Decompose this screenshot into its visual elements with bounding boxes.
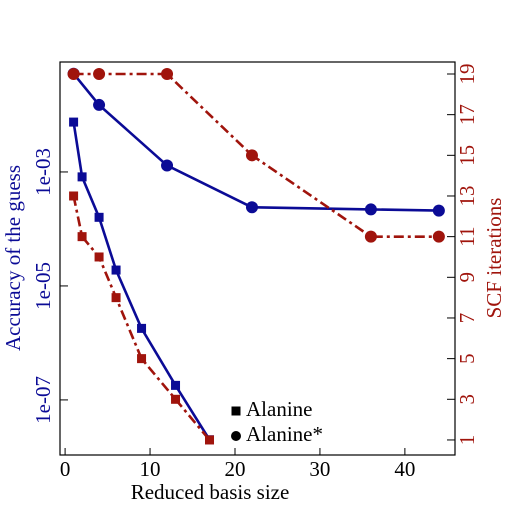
y2-tick-label: 1 [455, 435, 479, 446]
marker [69, 191, 79, 201]
y2-tick-label: 11 [455, 227, 479, 247]
y-axis-label: Accuracy of the guess [1, 165, 25, 351]
series-line [72, 72, 439, 212]
y2-tick-label: 3 [455, 394, 479, 405]
legend-marker [231, 431, 241, 441]
y-tick-label: 1e-05 [31, 262, 55, 310]
y2-axis-label: SCF iterations [482, 198, 506, 319]
legend-label: Alanine* [246, 422, 323, 446]
legend-label: Alanine [246, 397, 312, 421]
series-line [72, 121, 211, 441]
x-tick-label: 20 [224, 457, 245, 481]
marker [137, 354, 147, 364]
marker [111, 265, 121, 275]
marker [94, 252, 104, 262]
marker [171, 394, 181, 404]
y2-tick-label: 7 [455, 313, 479, 324]
marker [77, 232, 87, 242]
marker [432, 204, 445, 217]
marker [364, 203, 377, 216]
marker [245, 201, 258, 214]
y2-tick-label: 5 [455, 353, 479, 364]
y2-tick-label: 15 [455, 145, 479, 166]
marker [432, 230, 445, 243]
marker [67, 67, 80, 80]
x-axis-label: Reduced basis size [131, 480, 290, 504]
x-tick-label: 0 [60, 457, 71, 481]
y2-tick-label: 9 [455, 272, 479, 283]
marker [69, 117, 79, 127]
y2-tick-label: 17 [455, 104, 479, 125]
marker [205, 435, 215, 445]
x-tick-label: 40 [394, 457, 415, 481]
y2-tick-label: 13 [455, 185, 479, 206]
marker [364, 230, 377, 243]
y-tick-label: 1e-07 [31, 376, 55, 424]
y2-tick-label: 19 [455, 63, 479, 84]
marker [93, 98, 106, 111]
x-tick-label: 30 [309, 457, 330, 481]
marker [245, 149, 258, 162]
marker [111, 293, 121, 303]
marker [161, 67, 174, 80]
marker [94, 212, 104, 222]
series-line [72, 195, 211, 441]
marker [171, 380, 181, 390]
plot-frame [59, 61, 456, 456]
marker [93, 67, 106, 80]
y-tick-label: 1e-03 [31, 148, 55, 196]
marker [77, 172, 87, 182]
x-tick-label: 10 [140, 457, 161, 481]
marker [137, 323, 147, 333]
legend-marker [231, 406, 241, 416]
marker [161, 159, 174, 172]
